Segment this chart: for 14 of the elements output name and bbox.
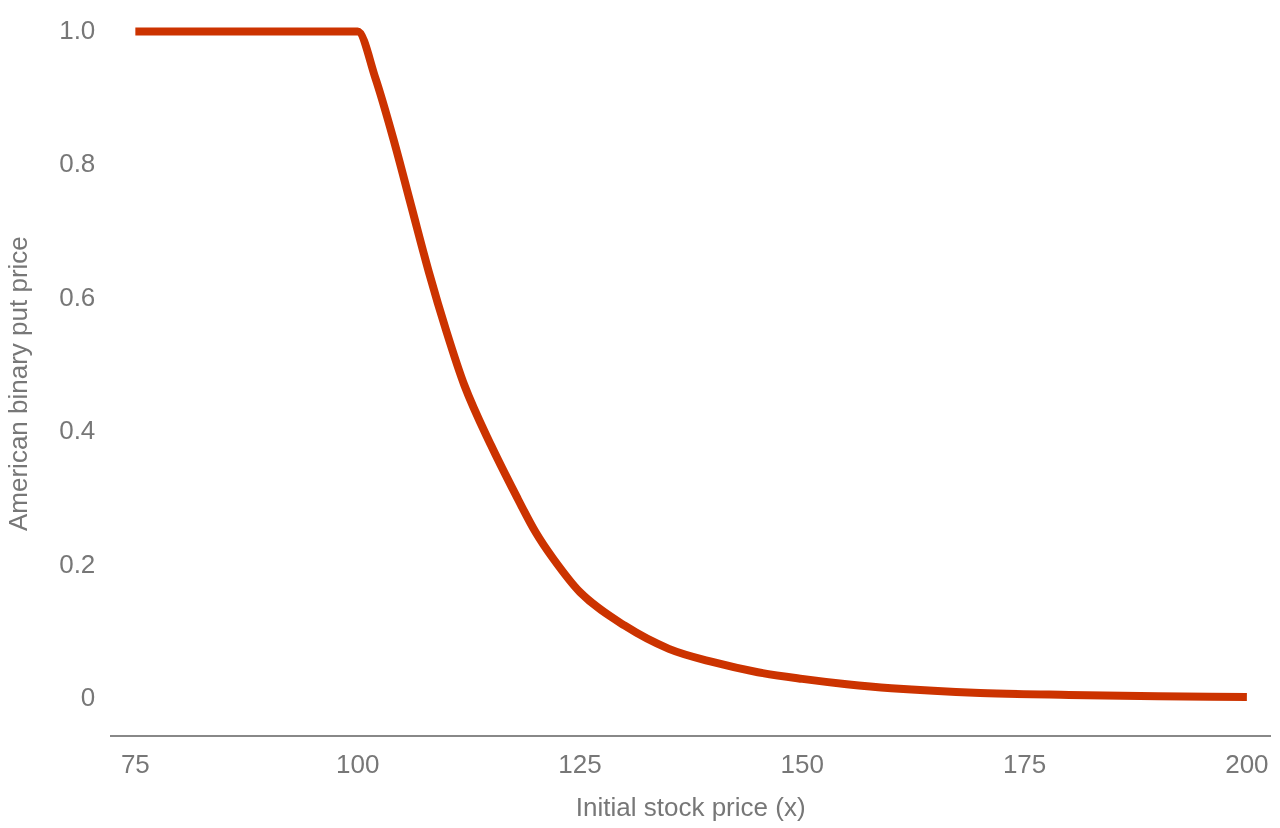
- x-tick-label: 100: [335, 749, 380, 780]
- x-tick-label: 150: [780, 749, 824, 780]
- x-tick-label: 75: [120, 749, 150, 780]
- x-tick-label: 200: [1225, 749, 1269, 780]
- y-tick-label: 0.4: [59, 415, 96, 446]
- y-tick-label: 0: [80, 682, 96, 713]
- y-tick-label: 0.2: [59, 548, 96, 579]
- x-axis-title: Initial stock price (x): [575, 791, 806, 822]
- x-tick-label: 125: [558, 749, 602, 780]
- y-tick-label: 0.6: [59, 281, 96, 312]
- y-axis-title: American binary put price: [2, 236, 33, 532]
- y-tick-label: 0.8: [59, 148, 96, 179]
- x-tick-label: 175: [1002, 749, 1047, 780]
- y-tick-label: 1.0: [59, 14, 96, 45]
